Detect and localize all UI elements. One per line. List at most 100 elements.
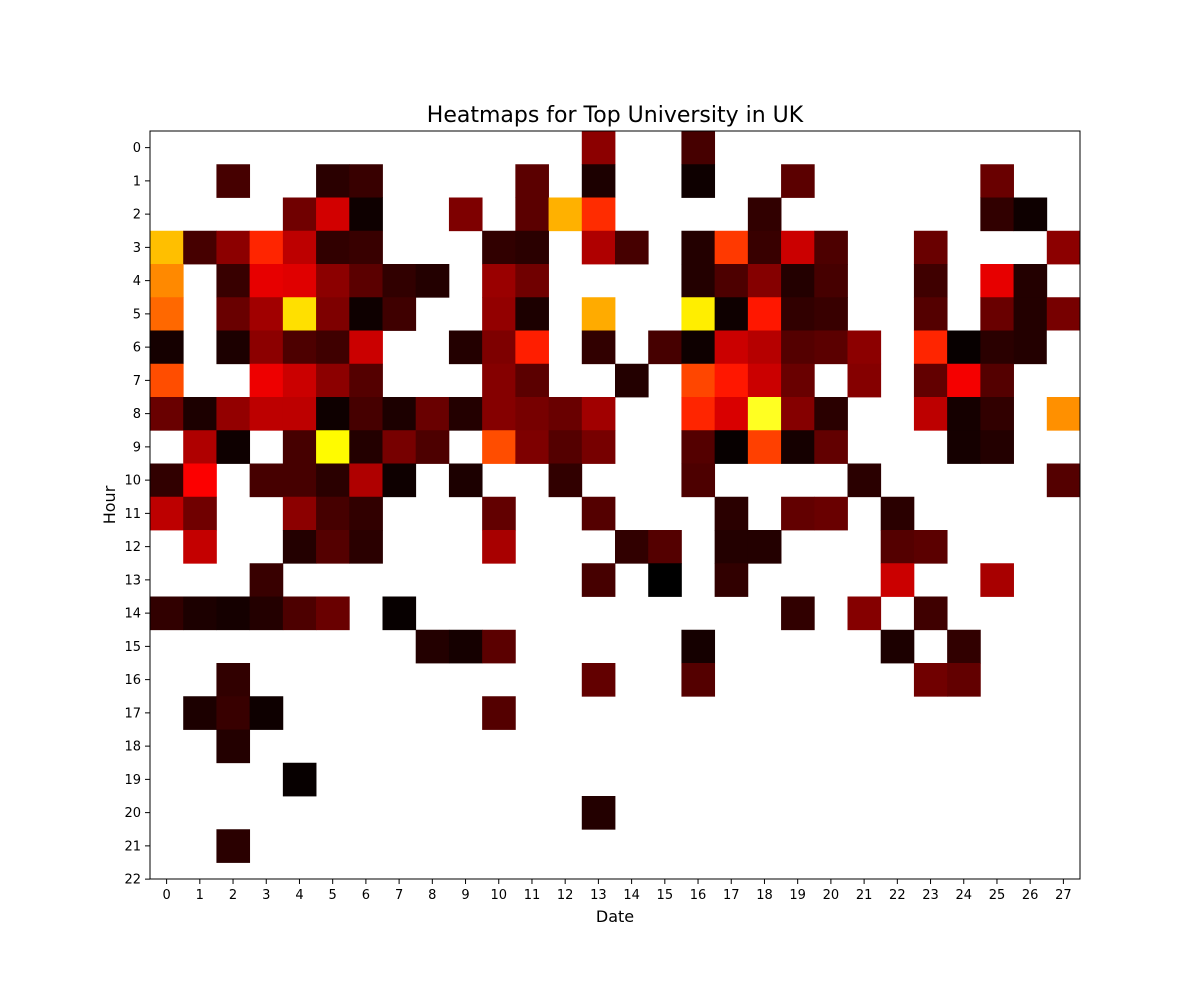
heatmap-cell xyxy=(482,696,516,730)
heatmap-cell xyxy=(681,264,716,298)
heatmap-cell xyxy=(249,397,284,431)
heatmap-cell xyxy=(249,463,284,498)
heatmap-cell xyxy=(249,330,284,365)
x-tick-label: 7 xyxy=(395,888,403,903)
heatmap-cell xyxy=(615,363,649,398)
heatmap-cell xyxy=(781,164,815,198)
x-tick-label: 23 xyxy=(922,888,939,903)
x-tick-label: 8 xyxy=(428,888,436,903)
heatmap-cell xyxy=(681,164,716,198)
heatmap-cell xyxy=(282,430,317,464)
y-tick-label: 7 xyxy=(133,374,141,389)
heatmap-cell xyxy=(216,164,251,198)
heatmap-cell xyxy=(913,596,948,631)
y-tick-label: 12 xyxy=(124,540,141,555)
heatmap-cell xyxy=(349,230,383,265)
heatmap-cell xyxy=(282,297,317,331)
heatmap-cell xyxy=(913,330,948,365)
plot-frame xyxy=(149,130,1081,880)
heatmap-cell xyxy=(150,264,184,298)
heatmap-cell xyxy=(183,430,217,464)
heatmap-cell xyxy=(714,297,749,331)
heatmap-cell xyxy=(1013,297,1048,331)
x-axis-ticks: 0 1 2 3 4 5 6 7 8 9 10 11 12 13 14 15 16 17 18 19 20 21 22 23 24… xyxy=(162,879,1072,903)
heatmap-cell xyxy=(282,230,317,265)
heatmap-cell xyxy=(1046,397,1081,431)
heatmap-cell xyxy=(714,496,749,531)
heatmap-cell xyxy=(548,430,583,464)
heatmap-cell xyxy=(183,397,217,431)
heatmap-cell xyxy=(316,463,350,498)
x-tick-label: 12 xyxy=(557,888,574,903)
heatmap-cell xyxy=(581,164,616,198)
heatmap-cell xyxy=(648,530,682,564)
x-tick-label: 5 xyxy=(329,888,337,903)
heatmap-cell xyxy=(216,696,251,730)
x-axis-label: Date xyxy=(596,907,634,926)
heatmap-cell xyxy=(448,197,483,232)
heatmap-cell xyxy=(482,264,516,298)
heatmap-cell xyxy=(382,430,417,464)
heatmap-cell xyxy=(316,297,350,331)
heatmap-cell xyxy=(714,397,749,431)
heatmap-cell xyxy=(482,430,516,464)
heatmap-cell xyxy=(1013,330,1048,365)
heatmap-cell xyxy=(747,230,782,265)
heatmap-cell xyxy=(980,297,1014,331)
x-tick-label: 14 xyxy=(623,888,640,903)
heatmap-cell xyxy=(282,463,317,498)
heatmap-cell xyxy=(581,430,616,464)
heatmap-cell xyxy=(349,463,383,498)
x-tick-label: 27 xyxy=(1055,888,1072,903)
heatmap-cell xyxy=(349,530,383,564)
heatmap-cell xyxy=(747,330,782,365)
heatmap-cell xyxy=(980,330,1014,365)
heatmap-cell xyxy=(980,264,1014,298)
x-tick-label: 1 xyxy=(196,888,204,903)
heatmap-cell xyxy=(282,496,317,531)
heatmap-cell xyxy=(681,397,716,431)
heatmap-cell xyxy=(681,629,716,664)
heatmap-cell xyxy=(482,330,516,365)
heatmap-cell xyxy=(415,629,450,664)
x-tick-label: 22 xyxy=(889,888,906,903)
heatmap-cell xyxy=(349,330,383,365)
heatmap-cell xyxy=(548,397,583,431)
heatmap-cell xyxy=(183,230,217,265)
heatmap-cell xyxy=(648,330,682,365)
heatmap-cell xyxy=(515,330,549,365)
heatmap-cell xyxy=(482,397,516,431)
heatmap-cell xyxy=(183,496,217,531)
y-tick-label: 1 xyxy=(133,174,141,189)
heatmap-cell xyxy=(282,197,317,232)
heatmap-cell xyxy=(216,663,251,697)
heatmap-cell xyxy=(282,363,317,398)
heatmap-cell xyxy=(249,596,284,631)
heatmap-cell xyxy=(980,197,1014,232)
heatmap-cell xyxy=(714,530,749,564)
heatmap-cells xyxy=(150,131,1081,863)
heatmap-cell xyxy=(150,363,184,398)
heatmap-cell xyxy=(581,297,616,331)
heatmap-cell xyxy=(781,264,815,298)
heatmap-cell xyxy=(1013,197,1048,232)
heatmap-cell xyxy=(382,596,417,631)
heatmap-cell xyxy=(681,230,716,265)
y-tick-label: 2 xyxy=(133,208,141,223)
heatmap-cell xyxy=(847,596,882,631)
heatmap-cell xyxy=(980,430,1014,464)
heatmap-cell xyxy=(482,297,516,331)
heatmap-cell xyxy=(382,463,417,498)
heatmap-cell xyxy=(581,230,616,265)
y-tick-label: 0 xyxy=(133,141,141,156)
heatmap-cell xyxy=(482,230,516,265)
y-tick-label: 6 xyxy=(133,341,141,356)
heatmap-cell xyxy=(249,696,284,730)
x-tick-label: 26 xyxy=(1022,888,1039,903)
x-tick-label: 9 xyxy=(461,888,469,903)
heatmap-cell xyxy=(316,397,350,431)
heatmap-cell xyxy=(316,530,350,564)
heatmap-cell xyxy=(249,297,284,331)
heatmap-cell xyxy=(415,264,450,298)
heatmap-cell xyxy=(847,330,882,365)
